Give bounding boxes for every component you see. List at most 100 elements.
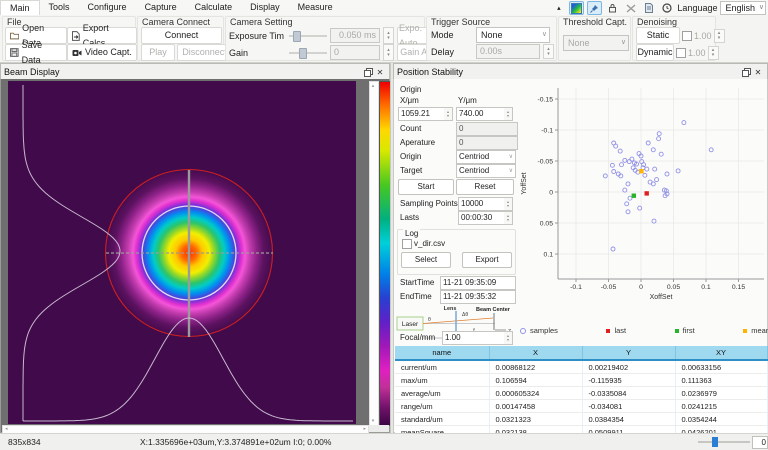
x-tick-label: -0.05 [601, 284, 617, 291]
dynamic-spinner[interactable]: ▴▾ [708, 46, 719, 60]
beam-float-button[interactable] [362, 67, 374, 78]
scroll-left-arrow[interactable]: ◂ [5, 426, 8, 433]
table-column-y[interactable]: Y [582, 346, 675, 360]
language-select[interactable]: English [720, 1, 766, 15]
export-calcs-button[interactable]: Export Calcs [67, 27, 137, 44]
status-slider-track[interactable] [698, 441, 750, 443]
trigger-mode-select[interactable]: None [476, 27, 550, 43]
menu-bar: MainToolsConfigureCaptureCalculateDispla… [0, 0, 768, 16]
table-cell: 0.0236979 [675, 387, 767, 400]
table-row[interactable]: current/um0.008681220.002194020.00633156 [395, 360, 767, 374]
trigger-delay-spinner[interactable]: ▴▾ [543, 44, 554, 59]
exposure-label: Exposure Tim [229, 31, 286, 41]
connect-button[interactable]: Connect [141, 27, 222, 44]
table-cell: max/um [395, 374, 489, 387]
table-cell: standard/um [395, 413, 489, 426]
lock-icon[interactable] [605, 1, 620, 15]
exposure-value-field[interactable]: 0.050 ms [330, 28, 380, 43]
static-spinner[interactable]: ▴▾ [714, 29, 725, 43]
log-file-checkbox[interactable] [402, 239, 412, 249]
trigger-delay-field[interactable]: 0.00s [476, 44, 540, 59]
beam-image[interactable] [8, 81, 356, 424]
x-origin-input[interactable]: 1059.21 [398, 107, 448, 121]
menu-tab-capture[interactable]: Capture [136, 0, 186, 15]
menu-tab-main[interactable]: Main [0, 0, 40, 15]
trigger-delay-label: Delay [431, 47, 473, 57]
save-icon [10, 48, 19, 57]
legend-marker-mean [743, 329, 747, 333]
focal-spinner[interactable]: ▴▾ [504, 331, 513, 345]
static-label: Static [647, 28, 670, 43]
menu-tab-calculate[interactable]: Calculate [186, 0, 242, 15]
legend-label-last: last [614, 326, 626, 335]
palette-icon[interactable] [569, 1, 584, 15]
table-cell: average/um [395, 387, 489, 400]
beam-close-button[interactable] [374, 67, 386, 78]
select-log-button[interactable]: Select [401, 252, 451, 268]
menu-tab-tools[interactable]: Tools [40, 0, 79, 15]
dynamic-checkbox[interactable] [676, 48, 686, 58]
y-tick-label: -0.1 [541, 127, 553, 134]
export-log-button[interactable]: Export [462, 252, 512, 268]
target-mode-select[interactable]: Centriod [456, 164, 516, 178]
beam-center-label: Beam Center [476, 307, 511, 313]
sample-point [709, 148, 713, 152]
disconnect-button[interactable]: Disconnect [177, 44, 232, 61]
table-cell: 0.00219402 [582, 360, 675, 374]
sampling-points-input[interactable]: 10000 [458, 197, 508, 211]
x-origin-spinner[interactable]: ▴▾ [444, 107, 453, 121]
gain-value-field[interactable]: 0 [330, 45, 380, 60]
pin-glyph [590, 4, 599, 13]
reset-button[interactable]: Reset [456, 179, 514, 195]
table-column-name[interactable]: name [395, 346, 489, 360]
table-column-xy[interactable]: XY [675, 346, 767, 360]
legend-label-first: first [683, 326, 695, 335]
dynamic-denoise-button[interactable]: Dynamic [636, 44, 674, 61]
gain-slider[interactable] [289, 45, 327, 60]
start-button[interactable]: Start [398, 179, 454, 195]
table-row[interactable]: standard/um0.03213230.03843540.0354244 [395, 413, 767, 426]
video-capture-button[interactable]: Video Capt. [67, 44, 137, 61]
play-button[interactable]: Play [141, 44, 175, 61]
collapse-ribbon-icon[interactable]: ▴ [551, 1, 566, 15]
menu-tab-configure[interactable]: Configure [79, 0, 136, 15]
scroll-down-arrow[interactable]: ▾ [370, 418, 376, 424]
exposure-spinner[interactable]: ▴▾ [383, 27, 394, 44]
status-slider-handle[interactable] [712, 437, 718, 447]
save-data-button[interactable]: Save Data [5, 44, 67, 61]
resolution-text: 835x834 [8, 437, 41, 447]
sample-point [603, 174, 607, 178]
lasts-input[interactable]: 00:00:30 [458, 211, 508, 225]
origin-mode-select[interactable]: Centriod [456, 150, 516, 164]
about-icon[interactable] [659, 1, 674, 15]
sampling-spinner[interactable]: ▴▾ [504, 197, 513, 211]
target-mode-label: Target [400, 166, 422, 175]
table-row[interactable]: max/um0.106594-0.1159350.111363 [395, 374, 767, 387]
pin-icon[interactable] [587, 1, 602, 15]
scroll-right-arrow[interactable]: ▸ [363, 426, 366, 433]
y-origin-input[interactable]: 740.00 [456, 107, 508, 121]
table-column-x[interactable]: X [489, 346, 582, 360]
static-checkbox[interactable] [682, 31, 692, 41]
gain-spinner[interactable]: ▴▾ [383, 44, 394, 61]
threshold-select[interactable]: None [563, 35, 629, 51]
folder-icon [10, 31, 19, 40]
scale-icon[interactable] [623, 1, 638, 15]
beam-vertical-scrollbar[interactable]: ▴ ▾ [369, 81, 379, 426]
table-row[interactable]: average/um0.000605324-0.03350840.0236979 [395, 387, 767, 400]
position-stability-panel: Position Stability Origin X/μm Y/μm 1059… [393, 63, 768, 433]
report-icon[interactable] [641, 1, 656, 15]
stability-float-button[interactable] [740, 67, 752, 78]
lasts-spinner[interactable]: ▴▾ [504, 211, 513, 225]
y-origin-spinner[interactable]: ▴▾ [504, 107, 513, 121]
float-icon [742, 68, 750, 76]
focal-input[interactable]: 1.00 [442, 331, 508, 345]
table-cell: 0.111363 [675, 374, 767, 387]
menu-tab-display[interactable]: Display [241, 0, 289, 15]
stability-close-button[interactable] [752, 67, 764, 78]
static-denoise-button[interactable]: Static [636, 27, 680, 44]
table-row[interactable]: range/um0.00147458-0.0340810.0241215 [395, 400, 767, 413]
exposure-slider[interactable] [289, 28, 327, 43]
menu-tab-measure[interactable]: Measure [289, 0, 342, 15]
scroll-up-arrow[interactable]: ▴ [370, 83, 376, 89]
